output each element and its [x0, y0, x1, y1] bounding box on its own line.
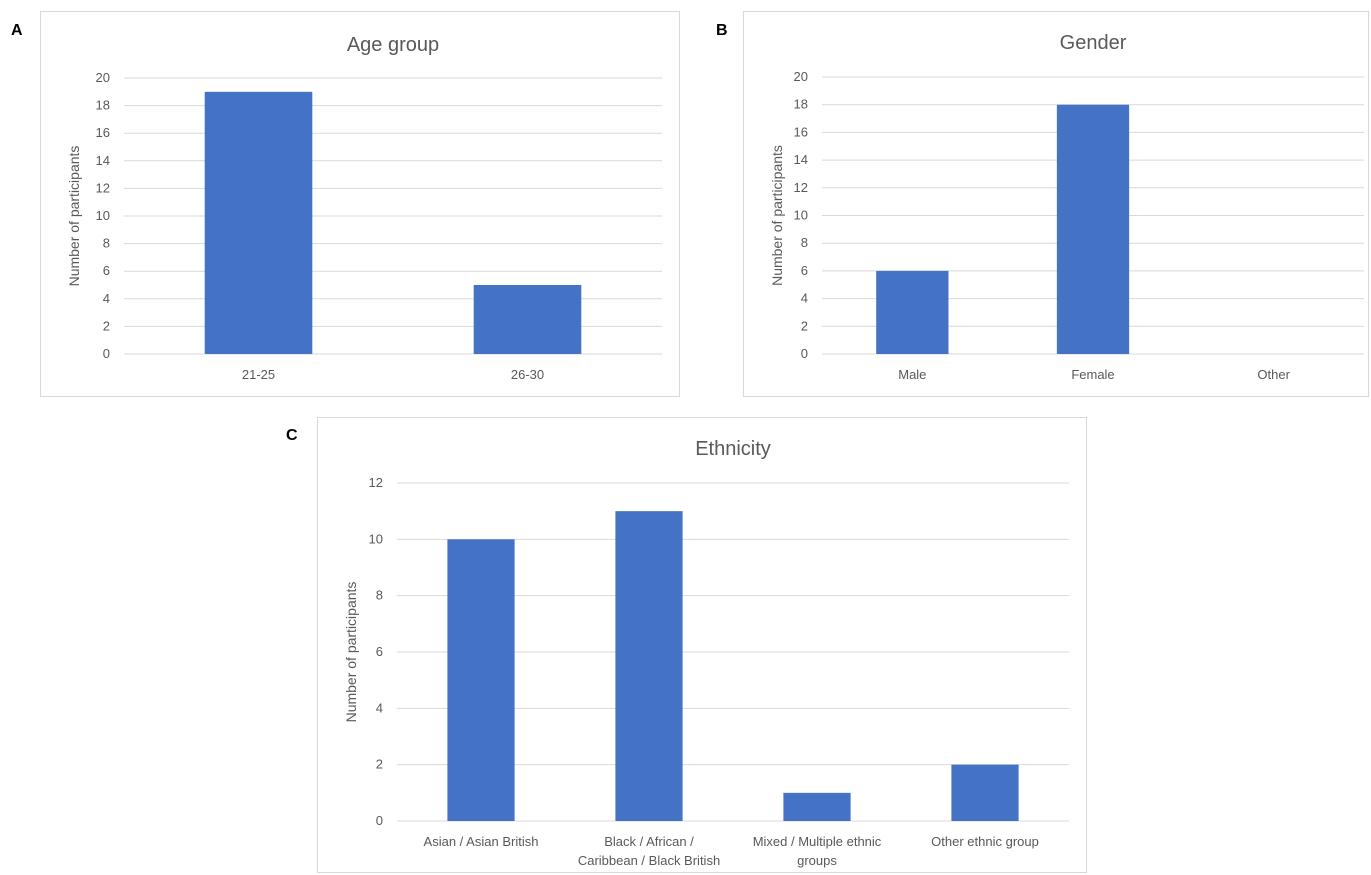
y-tick-label: 2 — [103, 318, 110, 333]
y-axis-title-ethnicity: Number of participants — [343, 582, 359, 723]
y-axis-title-age-group: Number of participants — [66, 146, 82, 287]
x-tick-label: Male — [898, 367, 926, 382]
x-tick-label: Other ethnic group — [931, 834, 1039, 849]
bar-ethnicity-2 — [783, 792, 851, 821]
panel-label-a: A — [11, 22, 23, 39]
y-tick-label: 2 — [376, 757, 383, 772]
y-tick-label: 12 — [794, 180, 808, 195]
y-tick-label: 12 — [96, 180, 110, 195]
y-tick-label: 4 — [801, 291, 808, 306]
chart-title-gender: Gender — [1060, 32, 1127, 54]
panel-label-b: B — [716, 22, 728, 39]
y-tick-label: 14 — [794, 152, 808, 167]
x-tick-label: Female — [1071, 367, 1114, 382]
chart-age-group: Age group 0 2 4 6 8 10 12 14 16 18 20 Number of part… — [40, 11, 680, 397]
chart-gender-svg: Gender 0 2 4 6 8 10 12 14 16 18 20 Number of partici… — [769, 32, 1364, 382]
y-tick-label: 4 — [376, 700, 383, 715]
chart-ethnicity: Ethnicity 0 2 4 6 8 10 12 Number of participants… — [317, 417, 1087, 873]
bar-ethnicity-1 — [615, 511, 683, 821]
bar-ethnicity-3 — [951, 764, 1019, 821]
y-tick-label: 8 — [103, 236, 110, 251]
y-tick-label: 2 — [801, 318, 808, 333]
chart-title-age-group: Age group — [347, 34, 439, 56]
chart-age-group-svg: Age group 0 2 4 6 8 10 12 14 16 18 20 Number of part… — [66, 34, 662, 382]
y-tick-label: 14 — [96, 153, 110, 168]
y-tick-label: 18 — [96, 98, 110, 113]
y-tick-label: 8 — [801, 235, 808, 250]
y-axis-title-gender: Number of participants — [769, 145, 785, 286]
x-tick-label: 26-30 — [511, 367, 544, 382]
x-tick-label: Mixed / Multiple ethnic groups — [753, 834, 882, 868]
chart-gender: Gender 0 2 4 6 8 10 12 14 16 18 20 Number of partici… — [743, 11, 1369, 397]
y-tick-label: 20 — [96, 70, 110, 85]
y-tick-label: 4 — [103, 291, 110, 306]
x-tick-label: 21-25 — [242, 367, 275, 382]
y-tick-label: 12 — [369, 475, 383, 490]
x-tick-label: Black / African / Caribbean / Black Briti… — [578, 834, 720, 868]
y-tick-label: 6 — [103, 263, 110, 278]
y-tick-label: 16 — [96, 125, 110, 140]
bar-gender-0 — [876, 270, 949, 354]
panel-label-c: C — [286, 427, 298, 444]
y-tick-label: 6 — [376, 644, 383, 659]
y-tick-label: 6 — [801, 263, 808, 278]
chart-title-ethnicity: Ethnicity — [695, 438, 771, 460]
y-tick-label: 16 — [794, 124, 808, 139]
y-tick-label: 0 — [376, 813, 383, 828]
y-tick-label: 8 — [376, 588, 383, 603]
bar-ethnicity-0 — [447, 539, 515, 821]
x-tick-label: Asian / Asian British — [424, 834, 539, 849]
y-tick-label: 0 — [801, 346, 808, 361]
bar-gender-1 — [1056, 104, 1130, 354]
y-tick-label: 20 — [794, 69, 808, 84]
chart-ethnicity-svg: Ethnicity 0 2 4 6 8 10 12 Number of participants… — [343, 438, 1069, 868]
bar-age-group-1 — [473, 285, 582, 354]
y-tick-label: 10 — [96, 208, 110, 223]
y-tick-label: 10 — [369, 531, 383, 546]
y-tick-label: 18 — [794, 97, 808, 112]
y-tick-label: 10 — [794, 208, 808, 223]
x-tick-label: Other — [1257, 367, 1290, 382]
y-tick-label: 0 — [103, 346, 110, 361]
bar-age-group-0 — [204, 91, 313, 355]
